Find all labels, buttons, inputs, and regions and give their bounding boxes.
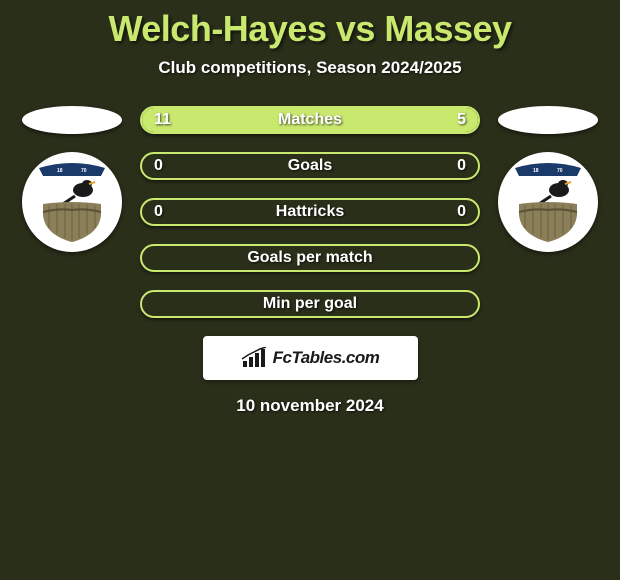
stat-bar: 0 Hattricks 0 — [140, 198, 480, 226]
stats-bars: 11 Matches 5 0 Goals 0 0 Hattricks 0 Goals per ma… — [140, 106, 480, 318]
stat-bar: Goals per match — [140, 244, 480, 272]
date-label: 10 november 2024 — [236, 396, 383, 416]
stat-left-value: 11 — [154, 111, 178, 129]
svg-text:18: 18 — [57, 168, 63, 174]
svg-text:70: 70 — [81, 168, 87, 174]
left-side: 18 70 — [22, 106, 122, 252]
page-title: Welch-Hayes vs Massey — [108, 8, 511, 50]
comparison-row: 18 70 11 Matches 5 0 Goals 0 0 Hattricks 0 Goals … — [0, 106, 620, 318]
crest-icon: 18 70 — [515, 162, 581, 242]
stat-label: Goals per match — [247, 249, 372, 267]
stat-bar: 11 Matches 5 — [140, 106, 480, 134]
stat-right-value: 0 — [442, 203, 466, 221]
stat-right-value: 5 — [442, 111, 466, 129]
chart-icon — [241, 347, 267, 369]
left-crest: 18 70 — [22, 152, 122, 252]
stat-label: Matches — [278, 111, 342, 129]
right-crest: 18 70 — [498, 152, 598, 252]
stat-label: Hattricks — [276, 203, 344, 221]
stat-label: Min per goal — [263, 295, 357, 313]
stat-right-value: 0 — [442, 157, 466, 175]
crest-icon: 18 70 — [39, 162, 105, 242]
svg-text:70: 70 — [557, 168, 563, 174]
svg-text:18: 18 — [533, 168, 539, 174]
stat-bar: 0 Goals 0 — [140, 152, 480, 180]
badge-text: FcTables.com — [273, 348, 380, 368]
left-ellipse — [22, 106, 122, 134]
stat-left-value: 0 — [154, 203, 178, 221]
stat-label: Goals — [288, 157, 332, 175]
right-ellipse — [498, 106, 598, 134]
source-badge[interactable]: FcTables.com — [203, 336, 418, 380]
right-side: 18 70 — [498, 106, 598, 252]
subtitle: Club competitions, Season 2024/2025 — [158, 58, 461, 78]
stat-bar: Min per goal — [140, 290, 480, 318]
stat-left-value: 0 — [154, 157, 178, 175]
